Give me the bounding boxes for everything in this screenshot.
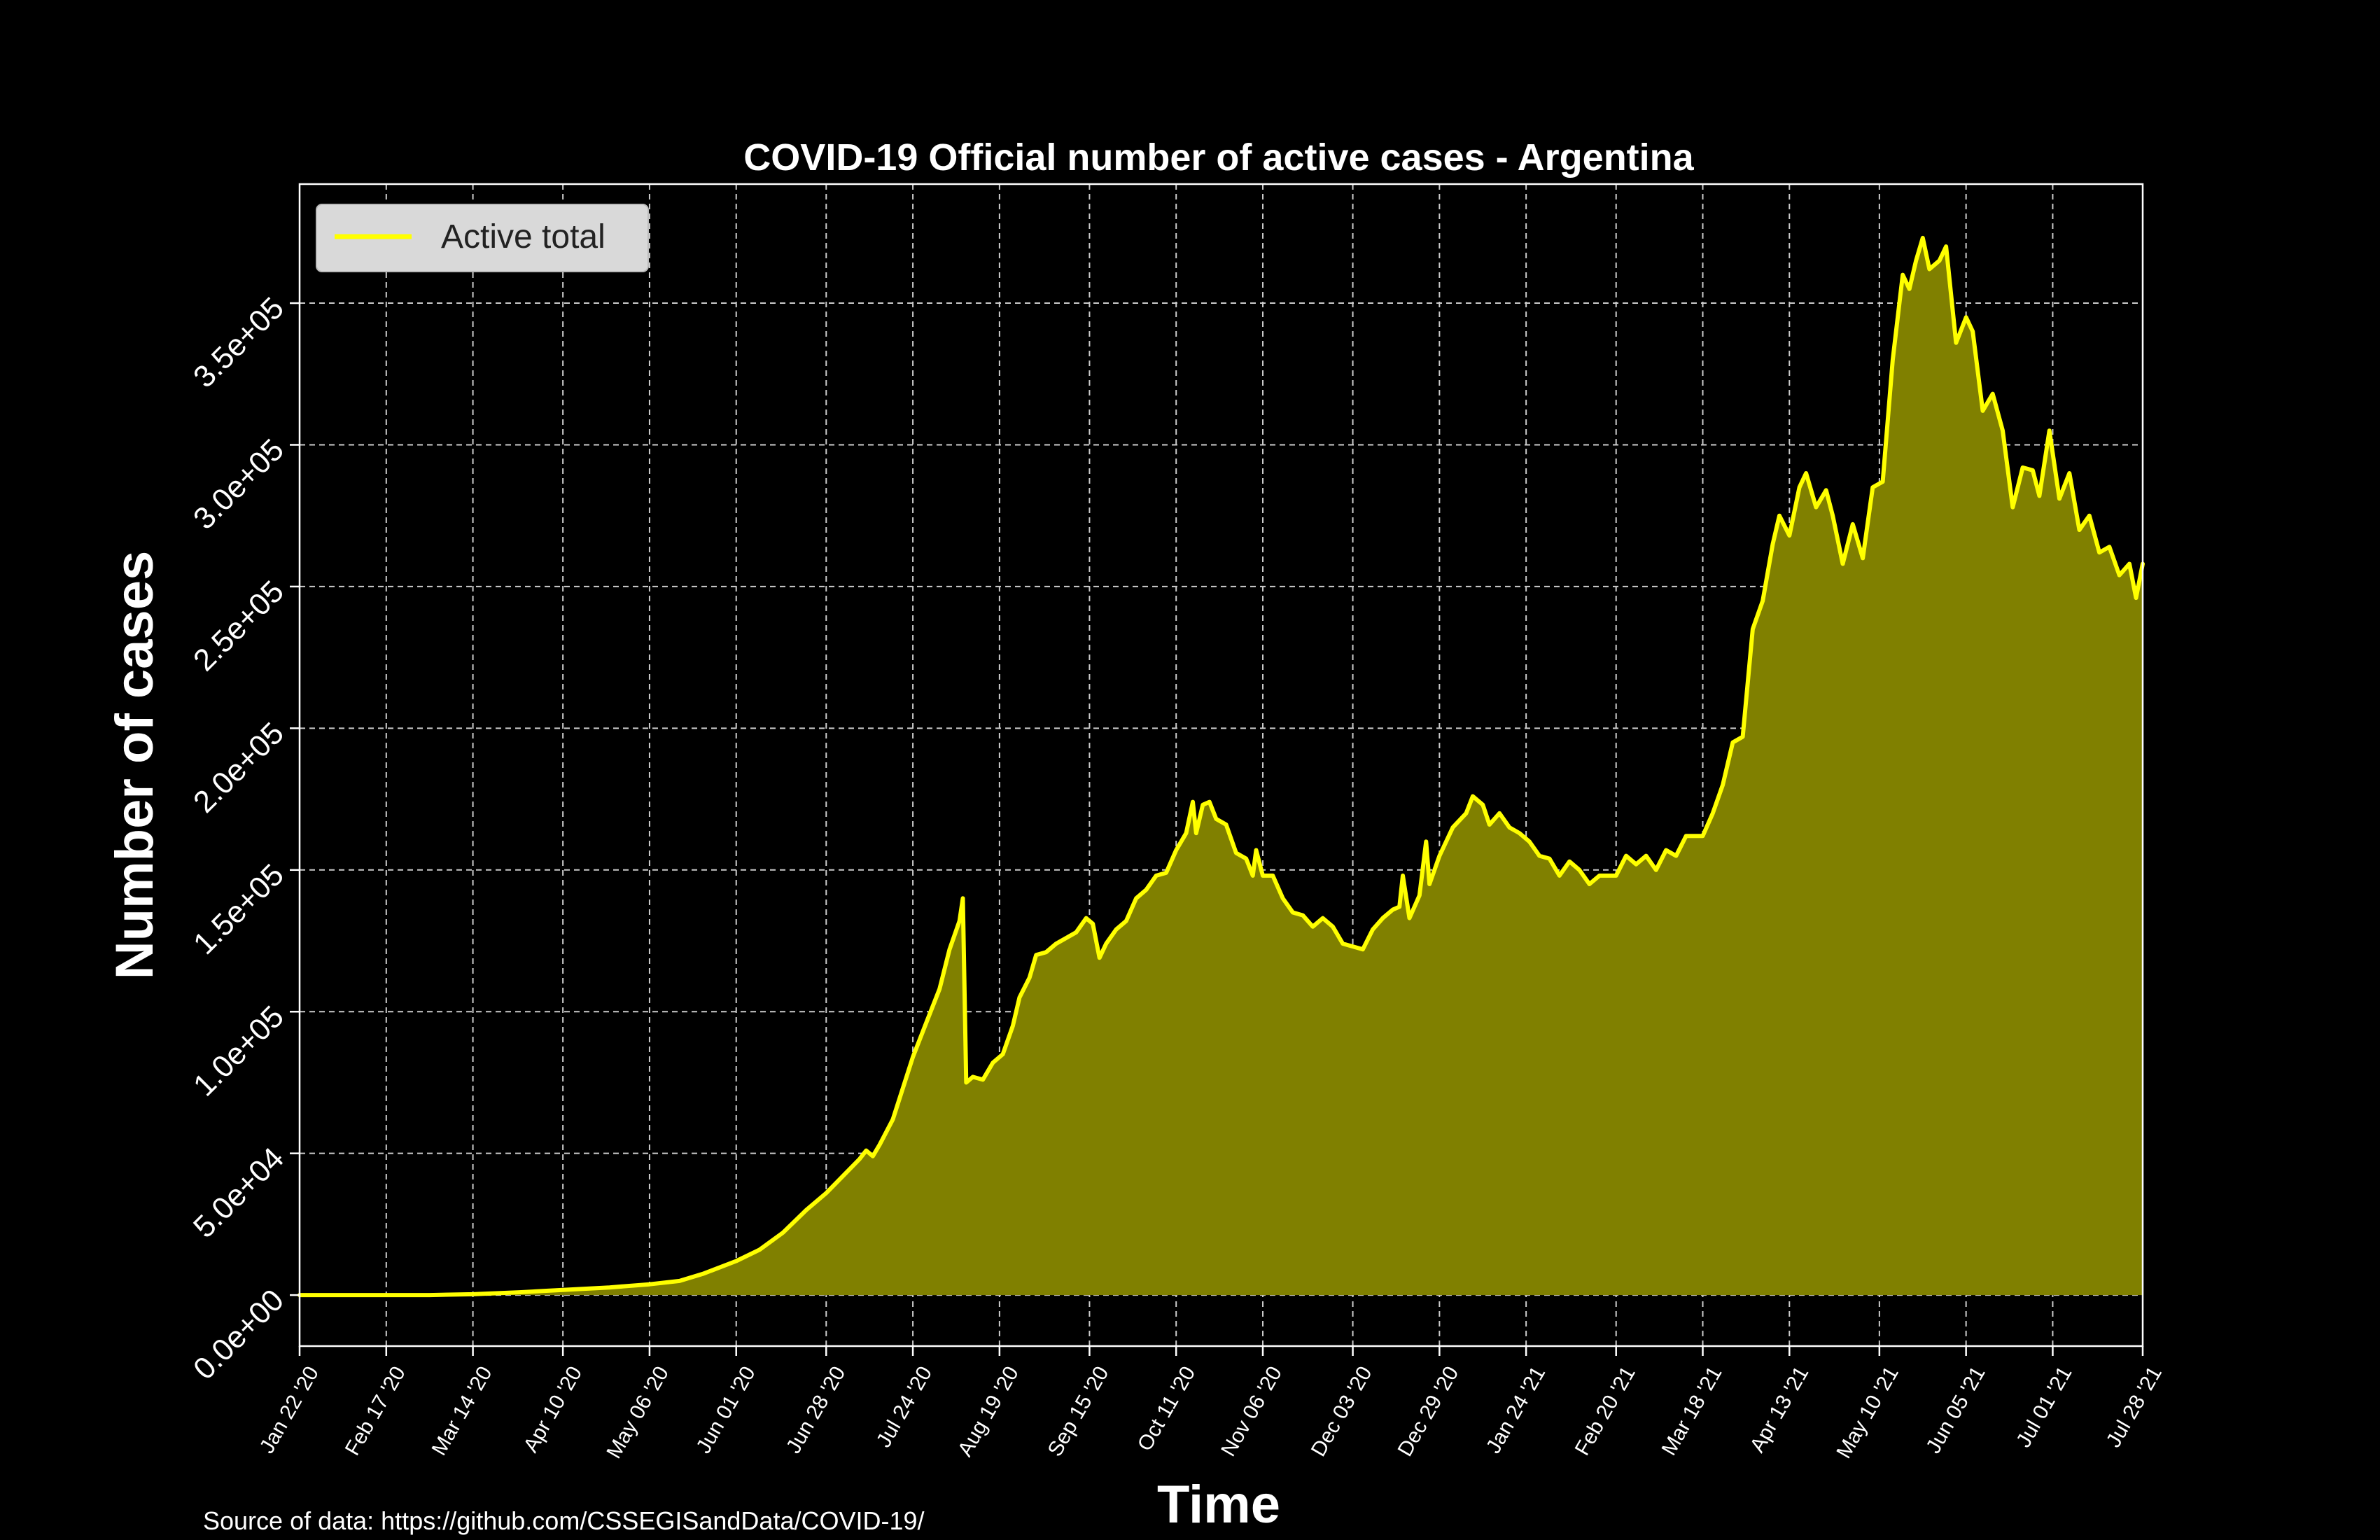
y-axis-label: Number of cases bbox=[105, 551, 164, 979]
plot-area bbox=[298, 235, 2145, 1298]
legend-entry-active-total: Active total bbox=[441, 218, 606, 255]
series-line-active-total bbox=[298, 235, 2145, 1298]
legend: Active total bbox=[316, 204, 649, 272]
axes-frame bbox=[298, 183, 2144, 1348]
chart-title: COVID-19 Official number of active cases… bbox=[743, 136, 1694, 178]
x-axis-label: Time bbox=[1157, 1475, 1280, 1534]
series-area-active-total bbox=[300, 237, 2143, 1296]
data-source-note: Source of data: https://github.com/CSSEG… bbox=[203, 1506, 925, 1535]
legend-box bbox=[316, 204, 649, 272]
